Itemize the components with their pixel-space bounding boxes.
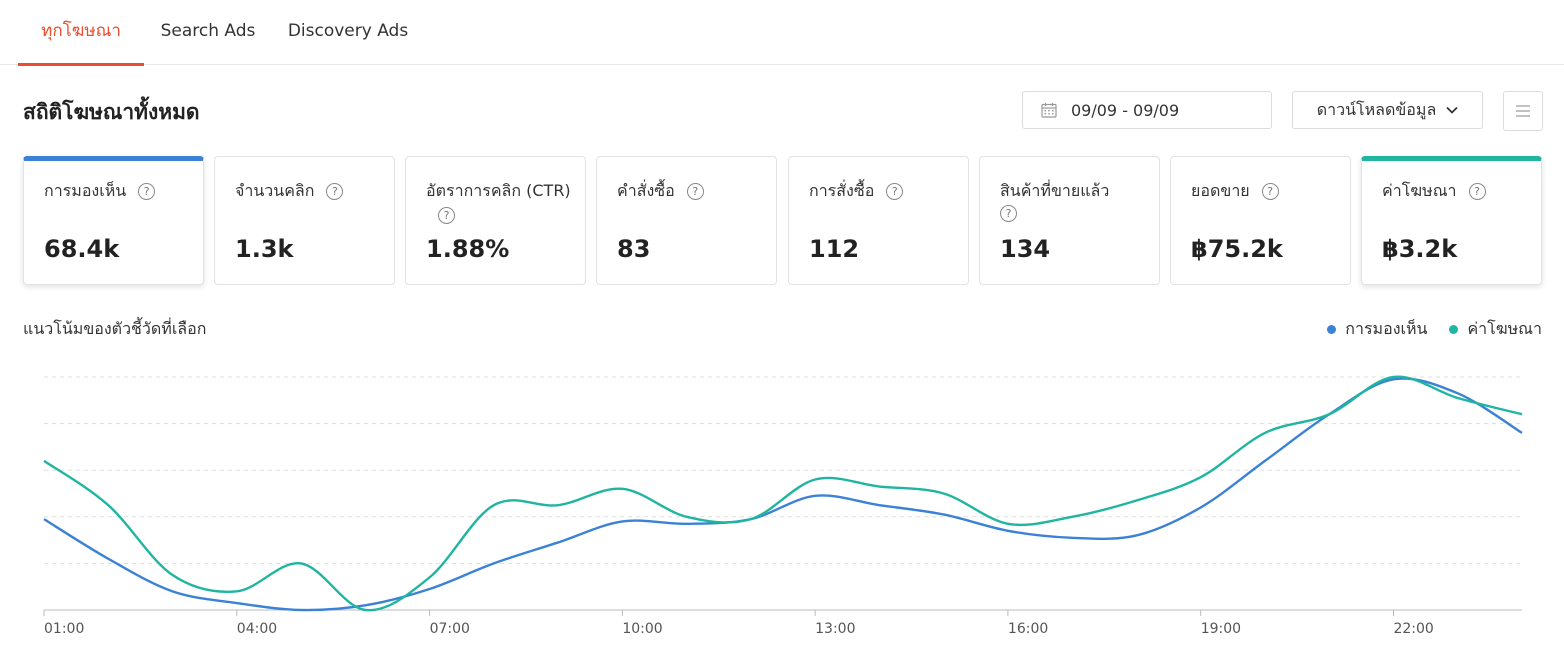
- metric-value: 1.88%: [426, 235, 510, 263]
- help-icon[interactable]: ?: [1000, 205, 1017, 222]
- series-line-impressions: [43, 377, 1523, 612]
- metric-value: 68.4k: [44, 235, 120, 263]
- metric-label: อัตราการคลิก (CTR)?: [426, 181, 571, 224]
- help-icon[interactable]: ?: [1468, 183, 1486, 200]
- metric-label: การมองเห็น?: [44, 179, 194, 203]
- metric-card-ad-cost[interactable]: ค่าโฆษณา? ฿3.2k: [1361, 156, 1542, 285]
- metric-card-ctr[interactable]: อัตราการคลิก (CTR)? 1.88%: [405, 156, 586, 285]
- legend-dot-blue: [1327, 325, 1337, 334]
- metric-card-orders[interactable]: คำสั่งซื้อ? 83: [596, 156, 777, 285]
- metric-value: ฿75.2k: [1191, 235, 1283, 263]
- x-tick-label: 19:00: [1201, 621, 1241, 637]
- legend-item-impressions[interactable]: การมองเห็น: [1327, 317, 1427, 342]
- metric-value: 112: [809, 235, 860, 263]
- x-tick-label: 13:00: [815, 621, 855, 637]
- x-tick-label: 22:00: [1393, 621, 1433, 637]
- metric-value: 134: [1000, 235, 1051, 263]
- metric-label: คำสั่งซื้อ?: [617, 179, 767, 203]
- x-tick-label: 04:00: [237, 621, 277, 637]
- metric-card-clicks[interactable]: จำนวนคลิก? 1.3k: [214, 156, 395, 285]
- metric-label: การสั่งซื้อ?: [809, 179, 959, 203]
- help-icon[interactable]: ?: [686, 183, 704, 200]
- x-tick-label: 10:00: [622, 621, 662, 637]
- metric-label: จำนวนคลิก?: [235, 179, 385, 203]
- metric-value: 1.3k: [235, 235, 294, 263]
- calendar-icon: [1041, 103, 1057, 118]
- date-range-value: 09/09 - 09/09: [1071, 100, 1180, 120]
- metric-value: ฿3.2k: [1382, 235, 1458, 263]
- x-tick-label: 07:00: [430, 621, 470, 637]
- trend-line-chart: 01:00 04:00 07:00 10:00 13:00 16:00 19:00 22:00: [43, 375, 1523, 637]
- ads-type-tabs: ทุกโฆษณา Search Ads Discovery Ads: [0, 0, 1564, 66]
- metric-value: 83: [617, 235, 651, 263]
- legend-label: การมองเห็น: [1345, 319, 1428, 338]
- metric-card-sales[interactable]: ยอดขาย? ฿75.2k: [1170, 156, 1351, 285]
- help-icon[interactable]: ?: [438, 207, 455, 224]
- metric-card-purchases[interactable]: การสั่งซื้อ? 112: [788, 156, 969, 285]
- help-icon[interactable]: ?: [138, 183, 156, 200]
- legend-label: ค่าโฆษณา: [1467, 319, 1542, 338]
- series-line-ad-cost: [43, 375, 1523, 612]
- download-label: ดาวน์โหลดข้อมูล: [1316, 99, 1437, 119]
- metric-card-items-sold[interactable]: สินค้าที่ขายแล้ว? 134: [979, 156, 1160, 285]
- list-menu-button[interactable]: [1503, 91, 1543, 131]
- metric-label: ค่าโฆษณา?: [1382, 179, 1532, 203]
- x-tick-label: 01:00: [44, 621, 84, 637]
- trend-chart-title: แนวโน้มของตัวชี้วัดที่เลือก: [23, 319, 207, 338]
- list-icon: [1516, 105, 1530, 117]
- help-icon[interactable]: ?: [886, 183, 904, 200]
- tab-discovery-ads[interactable]: Discovery Ads: [287, 21, 409, 41]
- legend-item-ad-cost[interactable]: ค่าโฆษณา: [1449, 317, 1542, 342]
- help-icon[interactable]: ?: [1261, 183, 1279, 200]
- tab-all-ads[interactable]: ทุกโฆษณา: [18, 0, 144, 66]
- metric-label: สินค้าที่ขายแล้ว?: [1000, 181, 1110, 222]
- metric-label: ยอดขาย?: [1191, 179, 1341, 203]
- chart-legend: การมองเห็น ค่าโฆษณา: [1305, 317, 1542, 342]
- legend-dot-green: [1449, 325, 1459, 334]
- chevron-down-icon: [1446, 106, 1458, 114]
- x-tick-label: 16:00: [1008, 621, 1048, 637]
- page-title: สถิติโฆษณาทั้งหมด: [23, 100, 200, 124]
- help-icon[interactable]: ?: [326, 183, 344, 200]
- metric-card-impressions[interactable]: การมองเห็น? 68.4k: [23, 156, 204, 285]
- tab-search-ads[interactable]: Search Ads: [160, 21, 256, 41]
- date-range-picker[interactable]: 09/09 - 09/09: [1022, 91, 1272, 129]
- download-data-button[interactable]: ดาวน์โหลดข้อมูล: [1292, 91, 1483, 129]
